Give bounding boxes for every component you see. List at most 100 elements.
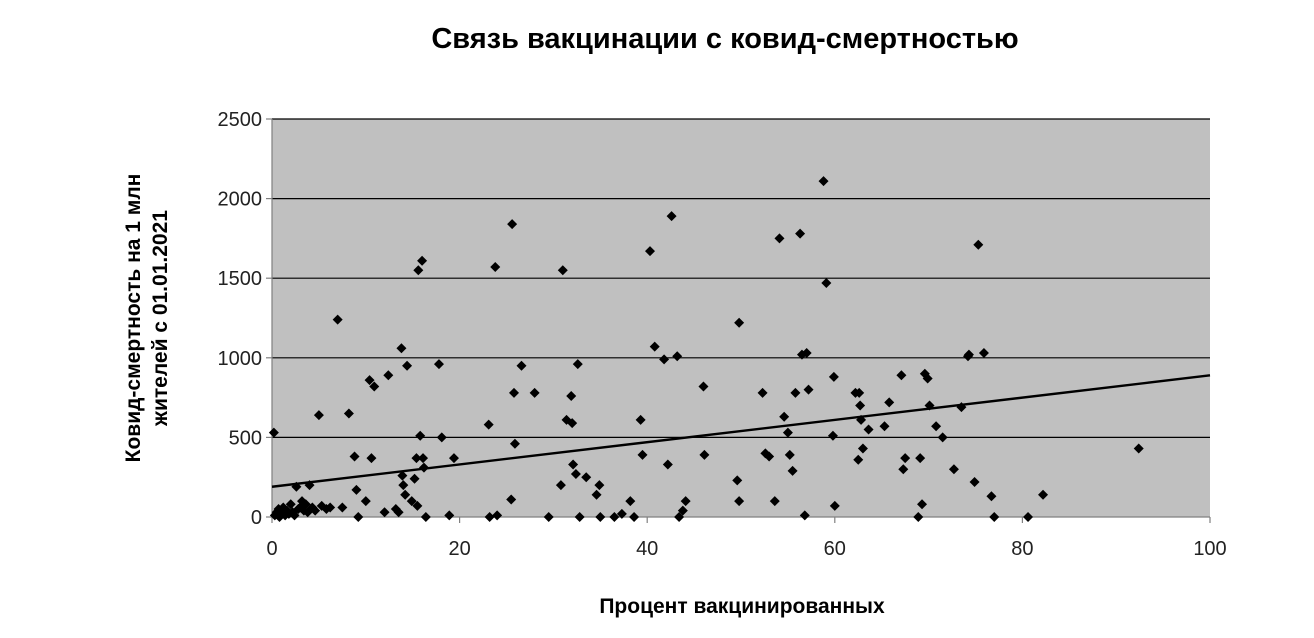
data-point-76 — [568, 459, 579, 470]
data-point-30 — [349, 451, 360, 462]
data-point-80 — [581, 472, 592, 483]
data-point-61 — [484, 512, 495, 522]
data-point-116 — [799, 510, 810, 521]
data-point-60 — [483, 419, 494, 430]
data-point-113 — [790, 387, 801, 398]
data-point-131 — [879, 421, 890, 432]
data-point-33 — [360, 496, 371, 507]
data-point-86 — [625, 496, 636, 507]
y-tick-label-500: 500 — [229, 427, 262, 449]
data-point-106 — [764, 451, 775, 462]
data-point-90 — [645, 246, 656, 257]
data-point-31 — [351, 484, 362, 495]
x-tick-label-40: 40 — [636, 538, 658, 560]
data-point-119 — [818, 176, 829, 187]
data-point-38 — [383, 370, 394, 381]
data-point-138 — [917, 499, 928, 510]
data-point-52 — [417, 255, 428, 266]
data-point-114 — [795, 228, 806, 239]
data-point-34 — [364, 375, 375, 386]
data-point-130 — [863, 424, 874, 435]
trend-line — [271, 374, 1211, 488]
data-point-56 — [433, 359, 444, 370]
data-point-70 — [543, 512, 554, 522]
data-point-49 — [412, 500, 423, 511]
data-point-89 — [637, 449, 648, 460]
data-point-79 — [574, 512, 585, 522]
data-point-129 — [857, 443, 868, 454]
data-point-94 — [666, 211, 677, 222]
data-point-74 — [566, 391, 577, 402]
data-point-137 — [915, 453, 926, 464]
data-point-81 — [591, 489, 602, 500]
data-point-148 — [969, 476, 980, 487]
data-point-136 — [913, 512, 924, 522]
data-point-0 — [268, 427, 279, 438]
data-point-97 — [677, 505, 688, 516]
chart-title: Связь вакцинации с ковид-смертностью — [431, 23, 1018, 55]
data-point-78 — [572, 359, 583, 370]
y-axis-title-line-2: жителей с 01.01.2021 — [149, 210, 172, 427]
data-point-32 — [353, 512, 364, 522]
data-point-132 — [884, 397, 895, 408]
data-point-66 — [509, 387, 520, 398]
data-point-126 — [854, 387, 865, 398]
data-point-144 — [948, 464, 959, 475]
data-point-62 — [490, 262, 501, 273]
data-point-65 — [507, 219, 518, 230]
data-point-12 — [289, 510, 300, 521]
data-point-8 — [282, 505, 293, 516]
data-point-72 — [557, 265, 568, 276]
x-tick-label-20: 20 — [448, 538, 470, 560]
data-point-120 — [821, 277, 832, 288]
data-point-58 — [444, 510, 455, 521]
data-point-41 — [396, 343, 407, 354]
data-point-50 — [413, 265, 424, 276]
data-point-71 — [555, 480, 566, 491]
data-point-47 — [409, 473, 420, 484]
data-point-59 — [448, 453, 459, 464]
data-point-37 — [379, 507, 390, 518]
x-tick-labels: 0 20 40 60 80 100 — [266, 517, 1227, 560]
data-point-77 — [570, 469, 581, 480]
data-point-85 — [616, 508, 627, 519]
data-point-133 — [896, 370, 907, 381]
data-point-149 — [973, 239, 984, 250]
data-point-117 — [801, 348, 812, 359]
y-tick-label-1000: 1000 — [218, 348, 263, 370]
data-point-48 — [411, 453, 422, 464]
data-point-63 — [492, 510, 503, 521]
data-point-67 — [509, 438, 520, 449]
plot-area — [272, 119, 1210, 517]
y-tick-labels: 0 500 1000 1500 2000 2500 — [218, 109, 272, 529]
data-point-111 — [784, 449, 795, 460]
data-point-142 — [931, 421, 942, 432]
data-point-125 — [853, 454, 864, 465]
data-point-154 — [1038, 489, 1049, 500]
data-point-112 — [787, 465, 798, 476]
data-point-10 — [285, 499, 296, 510]
y-tick-label-2500: 2500 — [218, 109, 263, 131]
data-point-95 — [672, 351, 683, 362]
data-point-118 — [803, 384, 814, 395]
data-point-55 — [420, 512, 431, 522]
data-point-68 — [516, 360, 527, 371]
data-point-42 — [397, 470, 408, 481]
data-point-69 — [529, 387, 540, 398]
data-point-134 — [898, 464, 909, 475]
data-point-87 — [629, 512, 640, 522]
data-point-121 — [827, 430, 838, 441]
data-point-107 — [769, 496, 780, 507]
y-tick-label-2000: 2000 — [218, 189, 263, 211]
data-point-153 — [1023, 512, 1034, 522]
data-point-155 — [1133, 443, 1144, 454]
data-point-36 — [369, 381, 380, 392]
data-point-110 — [782, 427, 793, 438]
data-point-143 — [937, 432, 948, 443]
data-point-92 — [659, 354, 670, 365]
data-point-88 — [635, 414, 646, 425]
data-point-152 — [989, 512, 1000, 522]
x-tick-label-0: 0 — [266, 538, 277, 560]
data-point-23 — [313, 410, 324, 421]
